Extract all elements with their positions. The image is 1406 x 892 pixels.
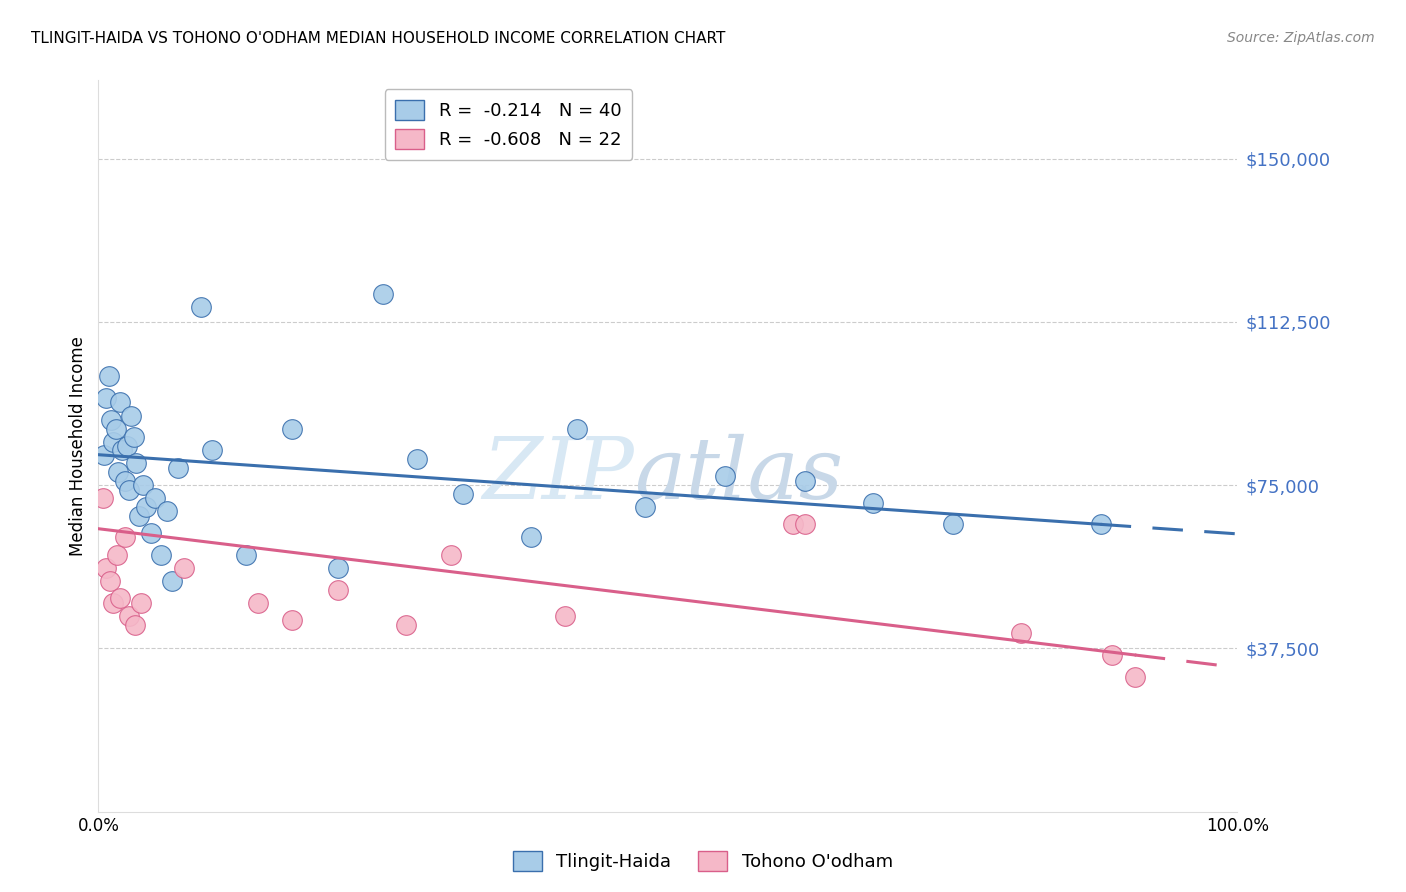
Point [129, 596, 152, 610]
Legend: Tlingit-Haida, Tohono O'odham: Tlingit-Haida, Tohono O'odham [506, 844, 900, 879]
Point [190, 300, 212, 314]
Point [793, 474, 815, 488]
Legend: R =  -0.214   N = 40, R =  -0.608   N = 22: R = -0.214 N = 40, R = -0.608 N = 22 [385, 89, 633, 160]
Point [120, 409, 142, 423]
Point [782, 517, 804, 532]
Point [246, 596, 269, 610]
Point [1101, 648, 1123, 662]
Point [125, 457, 148, 471]
Point [862, 495, 884, 509]
Point [451, 487, 474, 501]
Point [281, 613, 304, 627]
Point [371, 286, 394, 301]
Point [235, 548, 257, 562]
Point [942, 517, 965, 532]
Point [93, 448, 115, 462]
Point [395, 617, 418, 632]
Point [91, 491, 114, 506]
Text: Source: ZipAtlas.com: Source: ZipAtlas.com [1227, 31, 1375, 45]
Point [565, 421, 588, 435]
Point [156, 504, 179, 518]
Point [132, 478, 155, 492]
Point [1123, 670, 1146, 684]
Point [96, 561, 118, 575]
Point [103, 434, 125, 449]
Point [1010, 626, 1032, 640]
Point [118, 608, 141, 623]
Point [1090, 517, 1112, 532]
Point [281, 421, 304, 435]
Point [440, 548, 463, 562]
Point [139, 526, 162, 541]
Point [96, 391, 118, 405]
Text: ZIP: ZIP [482, 434, 634, 516]
Point [103, 596, 125, 610]
Y-axis label: Median Household Income: Median Household Income [69, 336, 87, 556]
Point [108, 395, 131, 409]
Point [554, 608, 576, 623]
Point [201, 443, 224, 458]
Point [98, 574, 121, 588]
Point [634, 500, 657, 514]
Point [714, 469, 737, 483]
Point [406, 452, 429, 467]
Point [111, 443, 134, 458]
Text: TLINGIT-HAIDA VS TOHONO O'ODHAM MEDIAN HOUSEHOLD INCOME CORRELATION CHART: TLINGIT-HAIDA VS TOHONO O'ODHAM MEDIAN H… [31, 31, 725, 46]
Point [114, 474, 136, 488]
Point [100, 413, 122, 427]
Point [167, 460, 190, 475]
Point [150, 548, 173, 562]
Point [104, 421, 127, 435]
Point [520, 530, 543, 544]
Point [107, 465, 129, 479]
Point [793, 517, 815, 532]
Point [173, 561, 195, 575]
Point [108, 591, 131, 606]
Point [326, 561, 349, 575]
Point [145, 491, 167, 506]
Point [105, 548, 128, 562]
Point [326, 582, 349, 597]
Text: atlas: atlas [634, 434, 842, 516]
Point [114, 530, 136, 544]
Point [118, 483, 141, 497]
Point [115, 439, 138, 453]
Point [122, 430, 145, 444]
Point [124, 617, 146, 632]
Point [97, 369, 120, 384]
Point [128, 508, 150, 523]
Point [135, 500, 157, 514]
Point [162, 574, 184, 588]
